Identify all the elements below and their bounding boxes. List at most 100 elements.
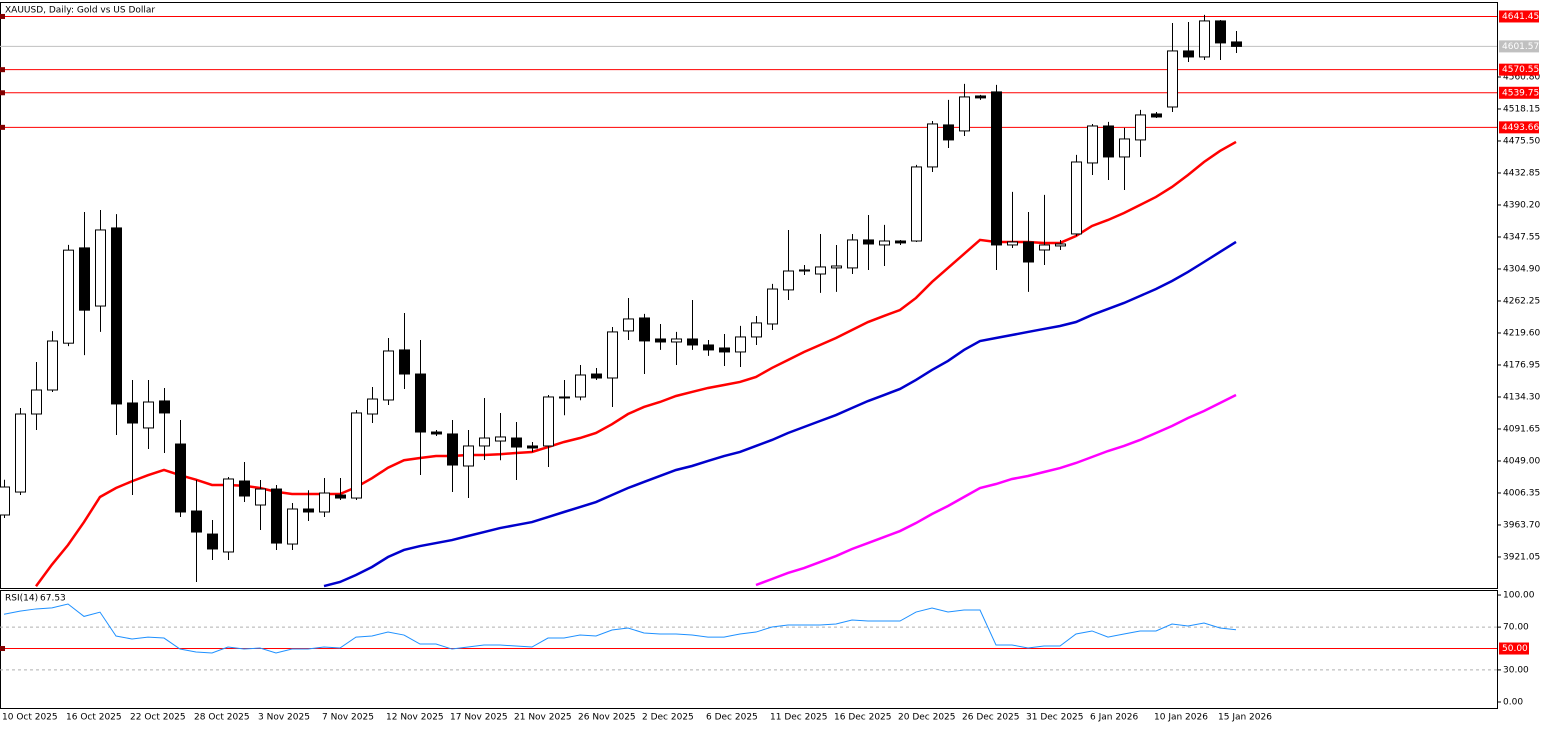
main-plot [0, 14, 1497, 588]
y-tick-label: 4304.90 [1503, 264, 1540, 274]
candle-body [927, 123, 938, 168]
candle-body [255, 488, 266, 506]
candle-body [639, 317, 650, 342]
candle-body [79, 247, 90, 311]
candle-body [815, 266, 826, 275]
level-handle [0, 90, 5, 96]
candle-body [607, 331, 618, 379]
candle-body [1231, 41, 1242, 47]
candle-body [191, 510, 202, 533]
candle-body [943, 124, 954, 141]
x-tick-label: 28 Oct 2025 [194, 713, 250, 723]
candle-body [655, 338, 666, 343]
y-tick-label: 4049.00 [1503, 456, 1540, 466]
x-tick-label: 12 Nov 2025 [386, 713, 444, 723]
last-price-label: 4601.57 [1502, 42, 1539, 52]
candle-body [95, 229, 106, 307]
x-tick-label: 26 Dec 2025 [962, 713, 1020, 723]
candle-body [559, 396, 570, 399]
candle-body [847, 239, 858, 269]
level-box [1499, 86, 1539, 99]
y-tick-label: 4432.85 [1503, 168, 1540, 178]
candle-body [175, 443, 186, 513]
level-label: 4493.66 [1502, 123, 1539, 133]
x-tick-label: 7 Nov 2025 [322, 713, 374, 723]
candle-body [703, 344, 714, 351]
candle-body [31, 389, 42, 415]
x-tick-label: 10 Oct 2025 [2, 713, 58, 723]
candle-body [671, 338, 682, 343]
candle-body [783, 270, 794, 291]
level-handle [0, 13, 5, 19]
candle-body [319, 492, 330, 513]
candle-body [975, 95, 986, 99]
candle-body [383, 350, 394, 401]
candle-body [351, 412, 362, 499]
x-tick-label: 21 Nov 2025 [514, 713, 572, 723]
y-tick-label: 70.00 [1503, 623, 1529, 633]
candle-body [623, 318, 634, 332]
candle-body [1119, 138, 1130, 158]
y-tick-label: 3921.05 [1503, 552, 1540, 562]
candle-body [1103, 125, 1114, 158]
candle-body [591, 373, 602, 379]
level-label: 50.00 [1502, 644, 1528, 654]
rsi-line [3, 603, 1237, 654]
candle-body [1023, 241, 1034, 263]
y-tick-label: 4390.20 [1503, 200, 1540, 210]
level-label: 4641.45 [1502, 12, 1539, 22]
candle-body [959, 96, 970, 132]
y-tick-label: 4560.80 [1503, 72, 1540, 82]
x-tick-label: 31 Dec 2025 [1026, 713, 1084, 723]
x-tick-label: 20 Dec 2025 [898, 713, 956, 723]
candle-body [1135, 114, 1146, 141]
y-tick-label: 4219.60 [1503, 328, 1540, 338]
rsi-value: 67.53 [40, 594, 66, 604]
level-label: 4570.55 [1502, 65, 1539, 75]
x-tick-label: 16 Oct 2025 [66, 713, 122, 723]
x-tick-label: 22 Oct 2025 [130, 713, 186, 723]
candle-body [399, 349, 410, 375]
candle-body [463, 445, 474, 467]
candle-body [111, 227, 122, 405]
x-tick-label: 15 Jan 2026 [1218, 713, 1272, 723]
candle-body [63, 249, 74, 344]
x-tick-label: 3 Nov 2025 [258, 713, 310, 723]
candle-body [751, 322, 762, 338]
y-tick-label: 4347.55 [1503, 232, 1540, 242]
rsi-plot [0, 603, 1497, 671]
candle-body [1199, 20, 1210, 58]
candle-body [719, 347, 730, 353]
level-handle [0, 67, 5, 73]
y-tick-label: 0.00 [1503, 698, 1523, 708]
candle-body [159, 400, 170, 414]
candle-body [287, 508, 298, 545]
candle-body [223, 478, 234, 553]
x-tick-label: 6 Jan 2026 [1090, 713, 1138, 723]
x-tick-label: 10 Jan 2026 [1154, 713, 1208, 723]
y-tick-label: 4091.65 [1503, 424, 1540, 434]
candle-body [0, 486, 10, 516]
y-tick-label: 4006.35 [1503, 488, 1540, 498]
candle-body [543, 396, 554, 447]
candle-body [1039, 244, 1050, 251]
candle-body [127, 402, 138, 424]
main-frame [0, 2, 1498, 589]
y-tick-label: 4134.30 [1503, 392, 1540, 402]
y-tick-label: 4518.15 [1503, 104, 1540, 114]
level-box [1499, 10, 1539, 23]
candle-body [207, 533, 218, 550]
candle-body [15, 413, 26, 493]
candle-body [415, 373, 426, 433]
candle-body [527, 445, 538, 449]
y-tick-label: 3963.70 [1503, 520, 1540, 530]
level-handle [0, 646, 5, 652]
candle-body [575, 374, 586, 398]
candle-body [431, 431, 442, 435]
candle-body [879, 240, 890, 246]
candle-body [735, 336, 746, 353]
y-tick-label: 4475.50 [1503, 136, 1540, 146]
